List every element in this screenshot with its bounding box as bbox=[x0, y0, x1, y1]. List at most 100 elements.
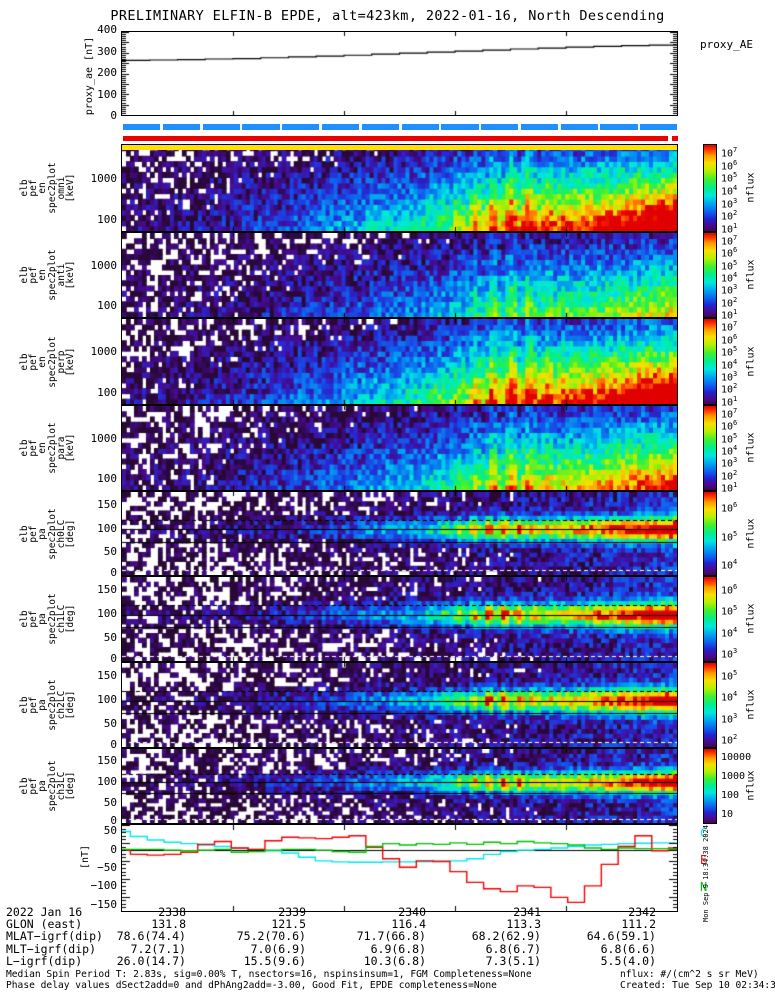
panel-perp-y-ticks: 1000 100 bbox=[73, 318, 118, 405]
colorbar-ch1LC bbox=[703, 576, 717, 662]
ephemeris-value: 121.5 bbox=[271, 917, 306, 932]
y-tick-label: 100 bbox=[97, 607, 117, 621]
colorbar-tick-label: 106 bbox=[721, 158, 738, 173]
status-segment-blue bbox=[401, 124, 439, 130]
ephemeris-value: 15.5(9.6) bbox=[243, 953, 306, 968]
ephemeris-value: 75.2(70.6) bbox=[236, 929, 306, 944]
panel-ch1LC bbox=[121, 576, 678, 662]
panel-omni-spectrogram bbox=[122, 145, 677, 231]
colorbar-label-anti: nflux bbox=[745, 259, 757, 290]
colorbar-tick-label: 104 bbox=[721, 690, 738, 704]
colorbar-label-para: nflux bbox=[745, 432, 757, 463]
colorbar-tick-label: 103 bbox=[721, 196, 738, 210]
panel-ch3LC bbox=[121, 748, 678, 824]
y-tick-label: 50 bbox=[103, 545, 117, 559]
colorbar-tick-label: 106 bbox=[721, 332, 738, 346]
panel-anti-axis-label: elb pef en spec2plot anti [keV] bbox=[14, 232, 76, 318]
fgm-legend-e: E bbox=[700, 853, 708, 867]
y-tick-label: 100 bbox=[97, 212, 117, 226]
ephemeris-value: 6.9(6.8) bbox=[370, 941, 426, 956]
y-tick-label: 150 bbox=[97, 669, 117, 683]
colorbar-label-omni: nflux bbox=[745, 172, 757, 203]
colorbar-tick-label: 101 bbox=[721, 221, 738, 236]
status-segment-blue bbox=[321, 124, 360, 130]
panel-ch0LC-spectrogram bbox=[122, 492, 677, 575]
colorbar-tick-label: 107 bbox=[721, 407, 738, 421]
status-segment-blue bbox=[123, 124, 161, 130]
colorbar-tick-label: 105 bbox=[721, 345, 738, 359]
ephemeris-value: 7.2(7.1) bbox=[130, 941, 186, 956]
colorbar-tick-label: 102 bbox=[721, 468, 738, 482]
status-segment-blue bbox=[242, 124, 280, 130]
colorbar-tick-label: 102 bbox=[721, 295, 738, 309]
fgm-legend-c: C bbox=[700, 826, 708, 840]
colorbar-tick-label: 105 bbox=[721, 604, 738, 618]
status-segment-blue bbox=[600, 124, 638, 130]
ephemeris-value: 2341 bbox=[513, 905, 541, 919]
status-segment-blue bbox=[441, 124, 479, 130]
ephemeris-value: 64.6(59.1) bbox=[586, 929, 656, 944]
y-tick-label: 50 bbox=[103, 631, 117, 645]
ephemeris-value: 111.2 bbox=[621, 917, 656, 932]
colorbar-tick-label: 105 bbox=[721, 258, 738, 273]
panel-perp-spectrogram bbox=[122, 319, 677, 404]
status-segment-blue bbox=[481, 124, 519, 130]
colorbar-tick-label: 104 bbox=[721, 625, 738, 640]
ephemeris-value: 113.3 bbox=[506, 917, 541, 932]
proxy-ae-panel bbox=[121, 31, 678, 116]
proxy-ae-right-label: proxy_AE bbox=[700, 38, 753, 51]
ephemeris-value: 7.0(6.9) bbox=[250, 941, 306, 956]
panel-omni-y-ticks: 1000 100 bbox=[73, 144, 118, 232]
colorbar-tick-label: 106 bbox=[721, 246, 738, 260]
status-bar-yellow bbox=[122, 145, 677, 150]
fgm-legend-n: N bbox=[700, 880, 708, 894]
panel-ch3LC-axis-label: elb pef pa spec2plot ch3LC [deg] bbox=[14, 748, 76, 824]
status-bar-blue bbox=[121, 124, 678, 130]
colorbar-tick-label: 104 bbox=[721, 184, 738, 198]
colorbar-tick-label: 105 bbox=[721, 668, 738, 683]
colorbar-tick-label: 106 bbox=[721, 582, 738, 597]
colorbar-tick-label: 107 bbox=[721, 320, 738, 334]
ephemeris-row: GLON (east) 131.8 121.5 116.4 113.3 111.2 bbox=[6, 918, 771, 930]
colorbar-tick-label: 103 bbox=[721, 647, 738, 661]
ephemeris-value: 5.5(4.0) bbox=[600, 953, 656, 968]
y-tick-label: 100 bbox=[97, 521, 117, 535]
colorbar-tick-label: 100 bbox=[721, 789, 740, 801]
y-tick-label: 100 bbox=[97, 774, 117, 788]
ephemeris-value: 68.2(62.9) bbox=[471, 929, 541, 944]
panel-anti bbox=[121, 232, 678, 318]
panel-ch0LC bbox=[121, 491, 678, 576]
proxy-ae-plot bbox=[122, 32, 677, 115]
ae-y-tick-label: 400 bbox=[97, 23, 117, 36]
status-bar-red bbox=[121, 136, 678, 141]
colorbar-tick-label: 101 bbox=[721, 307, 738, 322]
status-segment-blue bbox=[560, 124, 598, 130]
colorbar-tick-label: 101 bbox=[721, 480, 738, 495]
y-tick-label: 1000 bbox=[90, 258, 118, 272]
ephemeris-row: MLT−igrf(dip) 7.2(7.1) 7.0(6.9) 6.9(6.8) 6.8… bbox=[6, 941, 771, 956]
panel-para bbox=[121, 405, 678, 491]
y-tick-label: 0 bbox=[110, 738, 117, 751]
footer-right-2: Created: Tue Sep 10 02:34:38 2024 bbox=[620, 980, 775, 991]
panel-ch3LC-spectrogram bbox=[122, 749, 677, 823]
ephemeris-row: MLAT−igrf(dip) 78.6(74.4) 75.2(70.6) 71.7(6… bbox=[6, 930, 771, 942]
ephemeris-row-label: L−igrf(dip) bbox=[6, 953, 83, 968]
colorbar-tick-label: 103 bbox=[721, 369, 738, 384]
colorbar-tick-label: 105 bbox=[721, 529, 738, 543]
colorbar-tick-label: 103 bbox=[721, 711, 738, 726]
y-tick-label: 100 bbox=[97, 471, 117, 485]
ae-y-tick-label: 200 bbox=[97, 66, 117, 79]
panel-ch2LC-axis-label: elb pef pa spec2plot ch2LC [deg] bbox=[14, 662, 76, 748]
colorbar-ch2LC bbox=[703, 662, 717, 748]
ae-y-tick-label: 100 bbox=[97, 87, 117, 101]
ephemeris-row-label: GLON (east) bbox=[6, 917, 83, 932]
fgm-y-tick-label: −150 bbox=[90, 897, 118, 911]
y-tick-label: 0 bbox=[110, 652, 117, 665]
ephemeris-value: 2340 bbox=[398, 905, 426, 919]
panel-para-spectrogram bbox=[122, 406, 677, 490]
ephemeris-value: 10.3(6.8) bbox=[363, 953, 426, 968]
ephemeris-value: 6.8(6.7) bbox=[485, 941, 541, 956]
panel-ch3LC-y-ticks: 150 100 50 0 bbox=[73, 748, 117, 826]
fgm-panel bbox=[121, 824, 678, 912]
ephemeris-table: 2022 Jan 16 2338 2339 2340 2341 2342 GLON (eas… bbox=[6, 906, 771, 967]
